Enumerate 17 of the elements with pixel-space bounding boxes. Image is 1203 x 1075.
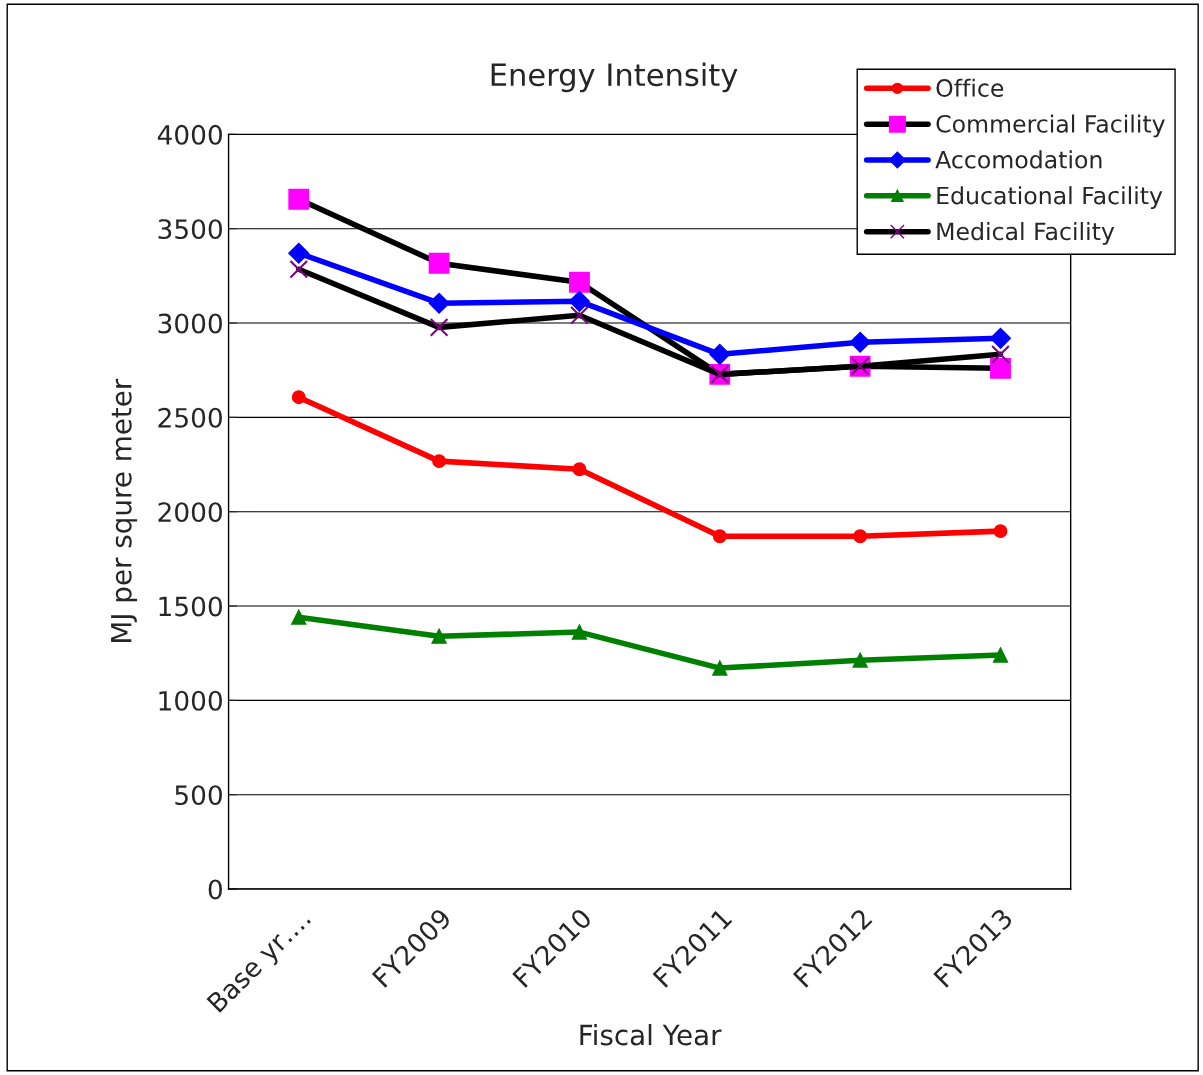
y-axis-title: MJ per squre meter [111,378,138,642]
chart-title: Energy Intensity [491,62,738,93]
y-tick-label: 4000 [157,124,222,145]
y-tick-label: 2000 [158,502,222,523]
x-axis-title: Fiscal Year [580,1023,722,1046]
y-tick-label: 1500 [159,596,222,617]
legend-label: Accomodation [935,150,1102,169]
y-tick-label: 2500 [158,407,222,428]
y-tick-label: 1000 [159,690,222,711]
y-tick-label: 3000 [158,313,222,334]
y-tick-label: 0 [208,879,222,900]
y-tick-label: 500 [175,785,222,806]
legend-label: Office [936,78,1004,97]
legend-label: Commercial Facility [936,114,1165,138]
y-tick-label: 3500 [158,219,222,240]
legend-label: Medical Facility [937,222,1115,245]
legend-label: Educational Facility [937,186,1163,210]
